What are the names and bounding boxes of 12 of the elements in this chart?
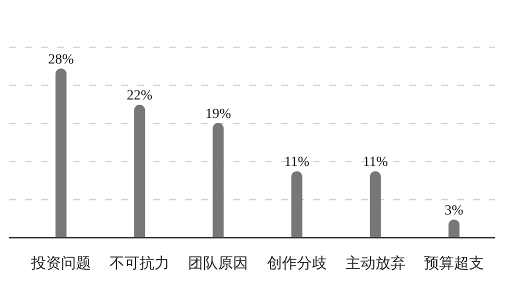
x-tick-label: 预算超支	[424, 255, 484, 272]
x-tick-label: 不可抗力	[110, 255, 170, 272]
x-tick-label: 投资问题	[30, 255, 91, 272]
data-label: 19%	[205, 106, 232, 122]
data-label: 11%	[362, 155, 388, 170]
data-label: 28%	[48, 52, 74, 68]
data-label: 22%	[126, 88, 153, 104]
x-tick-label: 团队原因	[188, 255, 248, 272]
data-label: 11%	[284, 155, 310, 170]
data-label: 3%	[444, 204, 464, 219]
x-tick-label: 主动放弃	[345, 255, 406, 272]
x-tick-label: 创作分歧	[266, 255, 327, 272]
